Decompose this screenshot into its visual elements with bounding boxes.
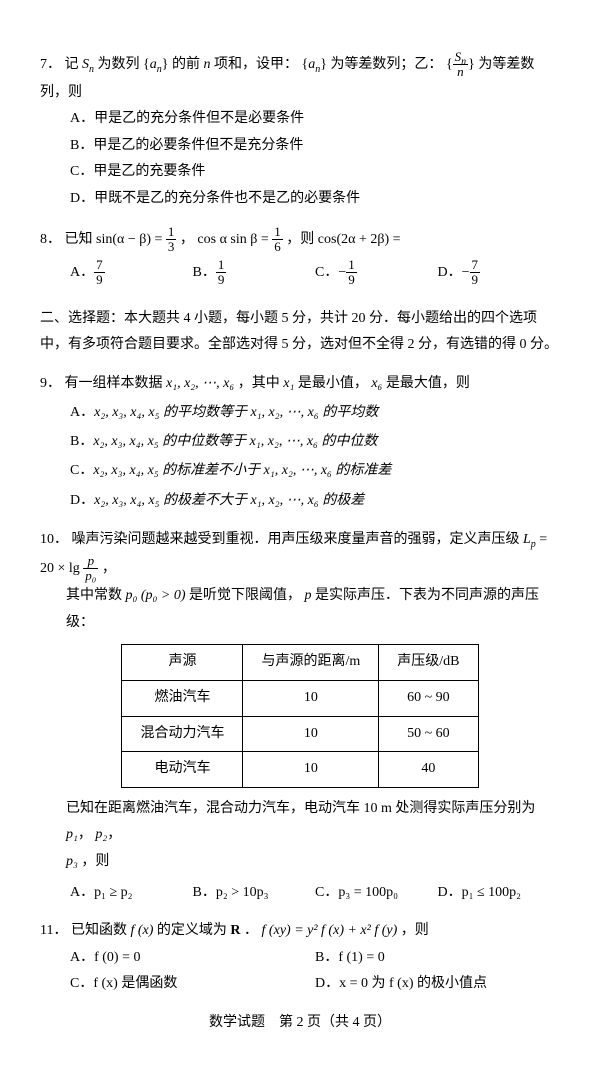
q9-optA: A．x₂, x₃, x₄, x₅ 的平均数等于 x₁, x₂, ⋯, x₆ 的平…	[70, 398, 560, 427]
q11-optC: C．f (x) 是偶函数	[70, 971, 315, 998]
q10-line3: 已知在距离燃油汽车，混合动力汽车，电动汽车 10 m 处测得实际声压分别为 p₁…	[66, 796, 560, 849]
q11-optA: A．f (0) = 0	[70, 945, 315, 972]
q7-optA: A．甲是乙的充分条件但不是必要条件	[70, 106, 560, 133]
question-8: 8． 已知 sin(α − β) = 13 ， cos α sin β = 16…	[40, 225, 560, 288]
q8-optD: D．−79	[438, 258, 561, 288]
q11-options: A．f (0) = 0 B．f (1) = 0 C．f (x) 是偶函数 D．x…	[70, 945, 560, 998]
table-row: 燃油汽车1060 ~ 90	[122, 681, 478, 717]
q10-table: 声源 与声源的距离/m 声压级/dB 燃油汽车1060 ~ 90 混合动力汽车1…	[121, 644, 478, 787]
question-11: 11． 已知函数 f (x) 的定义域为 R ． f (xy) = y² f (…	[40, 918, 560, 998]
q11-optB: B．f (1) = 0	[315, 945, 560, 972]
q10-stem: 10． 噪声污染问题越来越受到重视．用声压级来度量声音的强弱，定义声压级 Lp …	[40, 527, 560, 583]
q10-optD: D．p₁ ≤ 100p₂	[438, 880, 561, 907]
q10-optC: C．p₃ = 100p₀	[315, 880, 438, 907]
q8-stem: 8． 已知 sin(α − β) = 13 ， cos α sin β = 16…	[40, 225, 560, 255]
q9-optD: D．x₂, x₃, x₄, x₅ 的极差不大于 x₁, x₂, ⋯, x₆ 的极…	[70, 486, 560, 515]
th-level: 声压级/dB	[379, 645, 478, 681]
q9-stem: 9． 有一组样本数据 x₁, x₂, ⋯, x₆ ，其中 x₁ 是最小值， x₆…	[40, 371, 560, 398]
q7-options: A．甲是乙的充分条件但不是必要条件 B．甲是乙的必要条件但不是充分条件 C．甲是…	[70, 106, 560, 212]
q10-line2: 其中常数 p₀ (p₀ > 0) 是听觉下限阈值， p 是实际声压．下表为不同声…	[66, 583, 560, 636]
q8-options: A．79 B．19 C．−19 D．−79	[70, 258, 560, 288]
question-9: 9． 有一组样本数据 x₁, x₂, ⋯, x₆ ，其中 x₁ 是最小值， x₆…	[40, 371, 560, 515]
q8-optA: A．79	[70, 258, 193, 288]
table-row: 电动汽车1040	[122, 752, 478, 788]
page-footer: 数学试题 第 2 页（共 4 页）	[40, 1010, 560, 1037]
q7-optC: C．甲是乙的充要条件	[70, 159, 560, 186]
table-row: 混合动力汽车1050 ~ 60	[122, 716, 478, 752]
q7-optD: D．甲既不是乙的充分条件也不是乙的必要条件	[70, 186, 560, 213]
table-header-row: 声源 与声源的距离/m 声压级/dB	[122, 645, 478, 681]
q8-optB: B．19	[193, 258, 316, 288]
question-10: 10． 噪声污染问题越来越受到重视．用声压级来度量声音的强弱，定义声压级 Lp …	[40, 527, 560, 906]
q7-optB: B．甲是乙的必要条件但不是充分条件	[70, 133, 560, 160]
q10-optB: B．p₂ > 10p₃	[193, 880, 316, 907]
q10-optA: A．p₁ ≥ p₂	[70, 880, 193, 907]
q8-optC: C．−19	[315, 258, 438, 288]
q11-optD: D．x = 0 为 f (x) 的极小值点	[315, 971, 560, 998]
q7-num: 7．	[40, 57, 61, 72]
th-source: 声源	[122, 645, 243, 681]
q9-optC: C．x₂, x₃, x₄, x₅ 的标准差不小于 x₁, x₂, ⋯, x₆ 的…	[70, 456, 560, 485]
question-7: 7． 记 Sn 为数列 {an} 的前 n 项和，设甲： {an} 为等差数列；…	[40, 50, 560, 213]
th-distance: 与声源的距离/m	[243, 645, 379, 681]
section-2-header: 二、选择题：本大题共 4 小题，每小题 5 分，共计 20 分．每小题给出的四个…	[40, 306, 560, 359]
q10-options: A．p₁ ≥ p₂ B．p₂ > 10p₃ C．p₃ = 100p₀ D．p₁ …	[70, 880, 560, 907]
q9-options: A．x₂, x₃, x₄, x₅ 的平均数等于 x₁, x₂, ⋯, x₆ 的平…	[70, 398, 560, 516]
q7-stem: 7． 记 Sn 为数列 {an} 的前 n 项和，设甲： {an} 为等差数列；…	[40, 50, 560, 106]
q9-optB: B．x₂, x₃, x₄, x₅ 的中位数等于 x₁, x₂, ⋯, x₆ 的中…	[70, 427, 560, 456]
q11-stem: 11． 已知函数 f (x) 的定义域为 R ． f (xy) = y² f (…	[40, 918, 560, 945]
